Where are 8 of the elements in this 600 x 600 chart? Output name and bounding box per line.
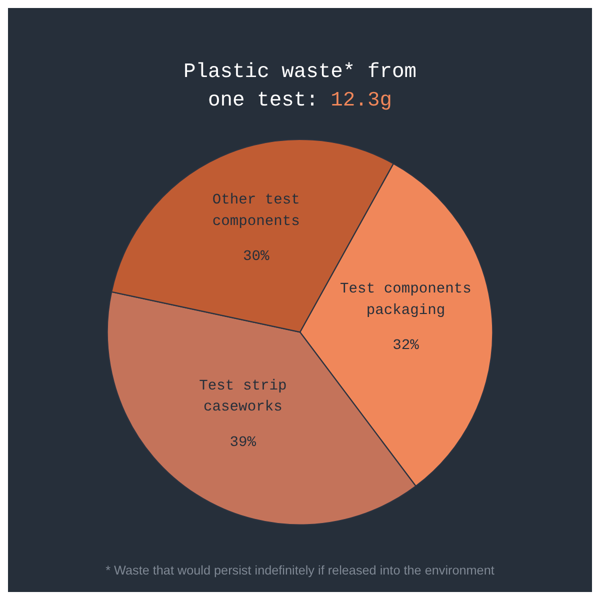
data-label: 39%	[230, 434, 256, 451]
text: * Waste that would persist indefinitely if released into the environment	[106, 563, 495, 578]
slice-label: Test components packaging	[340, 282, 472, 320]
data-label: 32%	[392, 338, 420, 354]
chart-title: Plastic waste* from one test: 12.3g	[183, 61, 417, 112]
slice-label: Test strip caseworks	[199, 378, 287, 416]
data-label: 30%	[242, 248, 270, 265]
slice-label: Other test components	[212, 192, 300, 230]
